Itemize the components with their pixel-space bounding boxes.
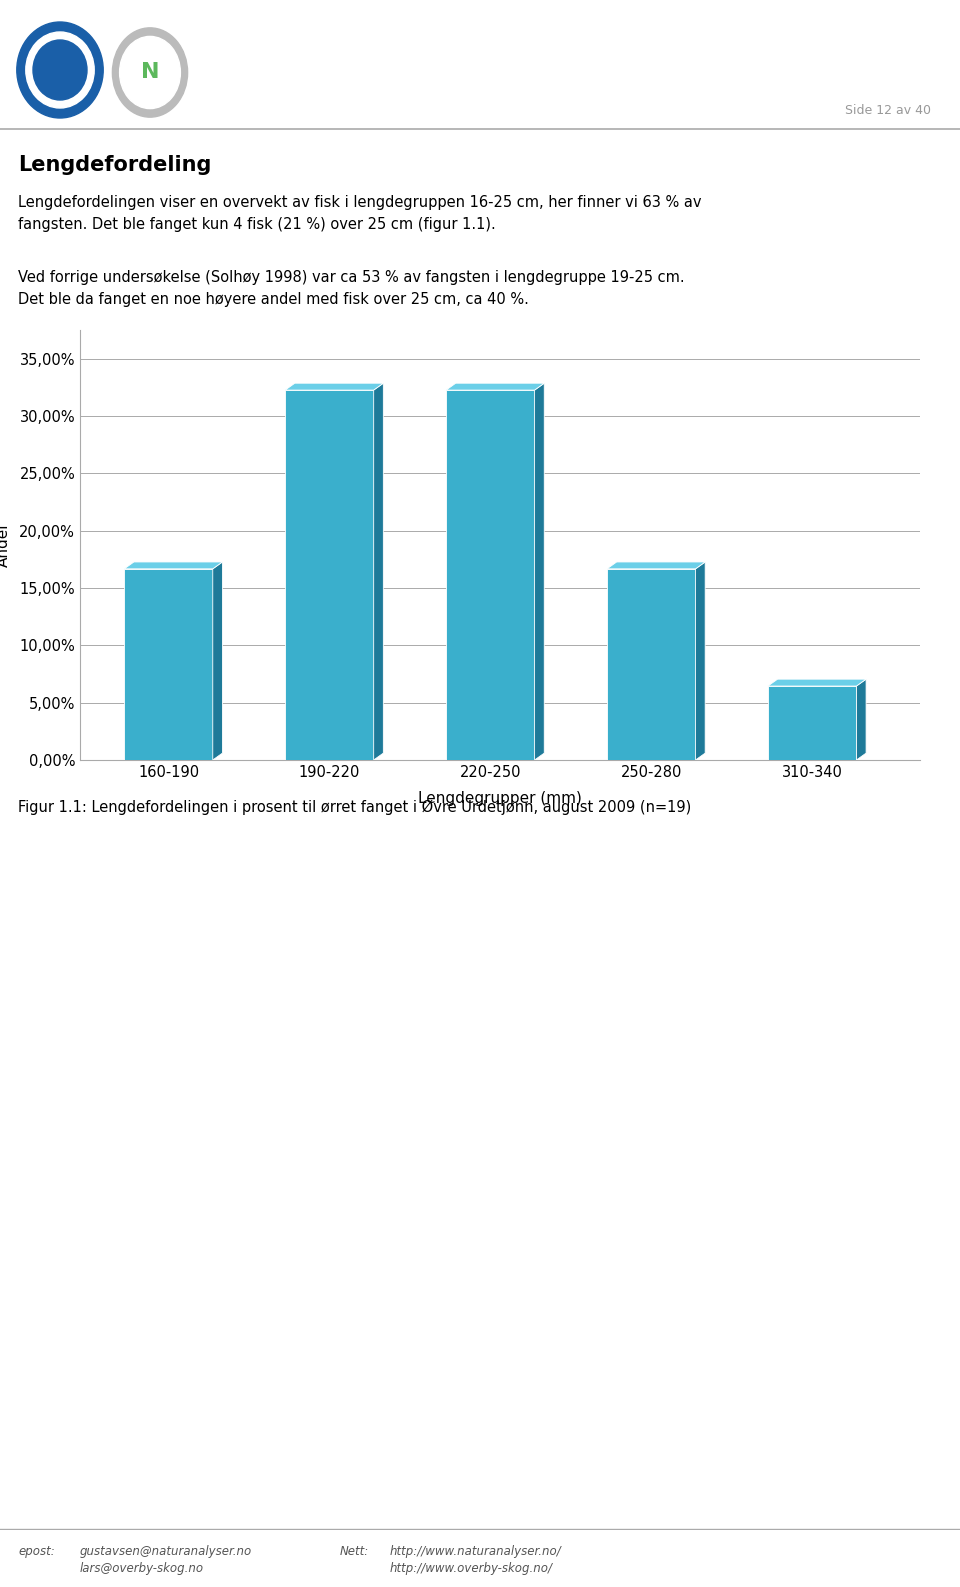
Polygon shape xyxy=(607,562,706,568)
Polygon shape xyxy=(856,679,866,760)
Text: lars@overby-skog.no: lars@overby-skog.no xyxy=(80,1562,204,1574)
Circle shape xyxy=(26,32,94,108)
Circle shape xyxy=(17,22,103,117)
Polygon shape xyxy=(535,382,544,760)
Bar xyxy=(446,390,535,760)
Text: N: N xyxy=(141,62,159,83)
Bar xyxy=(607,568,695,760)
Circle shape xyxy=(33,40,87,100)
Text: Lengdefordelingen viser en overvekt av fisk i lengdegruppen 16-25 cm, her finner: Lengdefordelingen viser en overvekt av f… xyxy=(18,195,702,232)
Text: http://www.naturanalyser.no/: http://www.naturanalyser.no/ xyxy=(390,1546,562,1558)
Text: Figur 1.1: Lengdefordelingen i prosent til ørret fanget i Øvre Urdetjønn, august: Figur 1.1: Lengdefordelingen i prosent t… xyxy=(18,800,691,816)
Bar xyxy=(124,568,213,760)
Text: Side 12 av 40: Side 12 av 40 xyxy=(845,103,931,116)
Text: Lengdefordeling: Lengdefordeling xyxy=(18,156,211,175)
Text: http://www.overby-skog.no/: http://www.overby-skog.no/ xyxy=(390,1562,553,1574)
Bar xyxy=(285,390,373,760)
Polygon shape xyxy=(768,679,866,686)
Text: Ved forrige undersøkelse (Solhøy 1998) var ca 53 % av fangsten i lengdegruppe 19: Ved forrige undersøkelse (Solhøy 1998) v… xyxy=(18,270,684,306)
X-axis label: Lengdegrupper (mm): Lengdegrupper (mm) xyxy=(418,790,582,806)
Polygon shape xyxy=(213,562,223,760)
Text: epost:: epost: xyxy=(18,1546,55,1558)
Polygon shape xyxy=(124,562,223,568)
Polygon shape xyxy=(446,382,544,390)
Y-axis label: Andel: Andel xyxy=(0,524,11,567)
Polygon shape xyxy=(285,382,383,390)
Polygon shape xyxy=(373,382,383,760)
Text: gustavsen@naturanalyser.no: gustavsen@naturanalyser.no xyxy=(80,1546,252,1558)
Circle shape xyxy=(112,29,187,117)
Polygon shape xyxy=(695,562,706,760)
Circle shape xyxy=(120,37,180,108)
Text: Nett:: Nett: xyxy=(340,1546,370,1558)
Bar xyxy=(768,686,856,760)
